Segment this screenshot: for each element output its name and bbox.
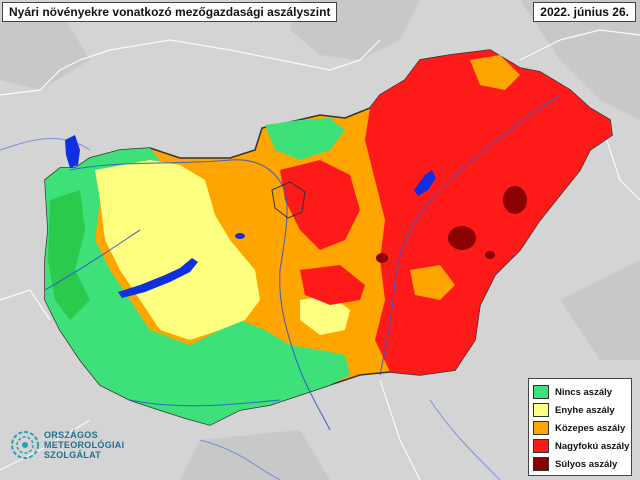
zone-severe-drought-4 (485, 251, 495, 259)
zone-no-drought (45, 148, 350, 425)
globe-swirl-icon (11, 431, 39, 459)
zone-no-drought-west-dark (48, 190, 90, 320)
map-title: Nyári növényekre vonatkozó mezőgazdasági… (2, 2, 338, 22)
logo-line-3: SZOLGÁLAT (44, 450, 102, 460)
logo-line-1: ORSZÁGOS (44, 430, 98, 440)
raba-river (44, 229, 141, 291)
rivers (44, 94, 561, 431)
legend-swatch-mild-drought (533, 403, 549, 417)
country-borders (0, 29, 640, 480)
legend-swatch-no-drought (533, 385, 549, 399)
danube-river (69, 159, 331, 431)
zone-severe-drought-2 (448, 226, 476, 250)
legend-label-no-drought: Nincs aszály (555, 386, 613, 398)
lake-balaton (118, 258, 198, 298)
legend-item-medium-drought: Közepes aszály (533, 419, 627, 437)
tisza-river (379, 94, 561, 376)
lake-tisza (414, 170, 436, 196)
zone-large-drought-center (280, 160, 360, 250)
legend-swatch-large-drought (533, 439, 549, 453)
lake-velence (235, 233, 245, 239)
legend-item-no-drought: Nincs aszály (533, 383, 627, 401)
logo-line-2: METEOROLÓGIAI (44, 440, 125, 450)
legend-label-severe-drought: Súlyos aszály (555, 458, 618, 470)
legend-item-large-drought: Nagyfokú aszály (533, 437, 630, 455)
zone-mild-drought (95, 160, 260, 340)
legend-item-mild-drought: Enyhe aszály (533, 401, 627, 419)
legend-label-mild-drought: Enyhe aszály (555, 404, 615, 416)
omsz-logo-text: ORSZÁGOS METEOROLÓGIAI SZOLGÁLAT (44, 430, 124, 460)
lake-neusiedl (65, 135, 80, 168)
omsz-logo: ORSZÁGOS METEOROLÓGIAI SZOLGÁLAT (10, 430, 124, 460)
zone-severe-drought-3 (376, 253, 388, 263)
legend-label-medium-drought: Közepes aszály (555, 422, 626, 434)
zone-medium-drought-east (410, 265, 455, 300)
legend-item-severe-drought: Súlyos aszály (533, 455, 627, 473)
map-date: 2022. június 26. (533, 2, 636, 22)
legend-swatch-severe-drought (533, 457, 549, 471)
drava-river (129, 399, 281, 407)
zone-mild-drought-patch (300, 295, 350, 335)
legend-label-large-drought: Nagyfokú aszály (555, 440, 630, 452)
zone-severe-drought-1 (503, 186, 527, 214)
zone-large-drought-south (300, 265, 365, 305)
legend: Nincs aszály Enyhe aszály Közepes aszály… (528, 378, 632, 476)
zone-medium-drought-ne (470, 55, 520, 90)
zone-no-drought-north (265, 118, 345, 160)
budapest-outline (271, 181, 306, 219)
external-rivers (0, 137, 501, 480)
legend-swatch-medium-drought (533, 421, 549, 435)
